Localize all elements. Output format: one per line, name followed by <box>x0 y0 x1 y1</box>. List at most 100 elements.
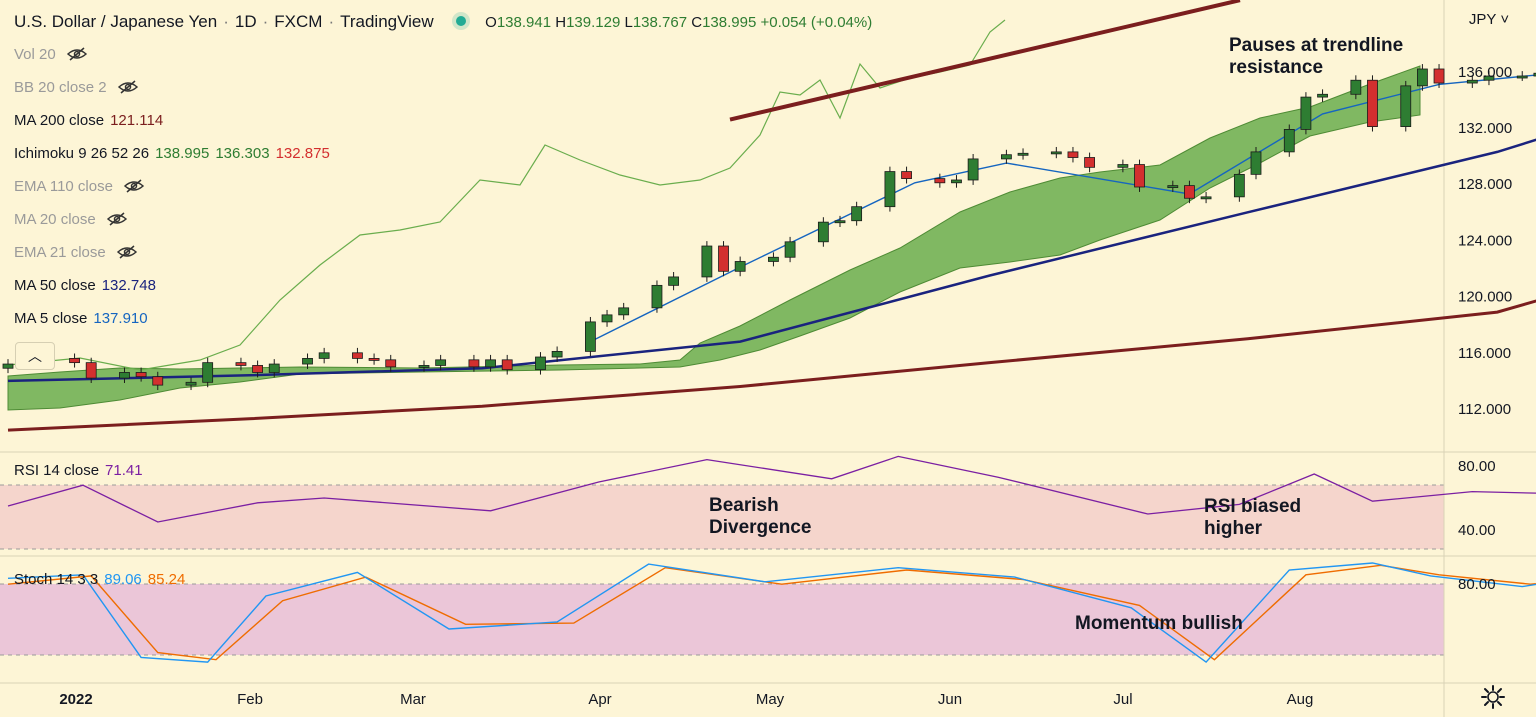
eye-hidden-icon[interactable] <box>117 80 139 94</box>
time-tick-label: Aug <box>1287 691 1314 708</box>
candle-body <box>1067 151 1079 158</box>
candle <box>651 280 663 313</box>
candle-body <box>1117 164 1129 168</box>
legend-bb-20-close-2[interactable]: BB 20 close 2 <box>14 79 139 96</box>
candle-body <box>1483 75 1495 81</box>
chikou-span-line <box>7 19 1006 371</box>
candle <box>1250 146 1262 180</box>
candle <box>1233 169 1245 202</box>
eye-hidden-icon[interactable] <box>116 245 138 259</box>
change-value: +0.054 (+0.04%) <box>760 14 873 31</box>
legend-ma-50-close[interactable]: MA 50 close 132.748 <box>14 277 156 294</box>
candle <box>668 272 679 291</box>
candle <box>784 236 796 263</box>
rsi-legend[interactable]: RSI 14 close 71.41 <box>14 462 143 479</box>
legend-value: 132.748 <box>101 277 156 294</box>
legend-vol-20[interactable]: Vol 20 <box>14 46 88 63</box>
candle <box>1350 75 1362 100</box>
candle <box>235 357 247 371</box>
legend-value: 132.875 <box>275 145 330 162</box>
stoch-legend[interactable]: Stoch 14 3 3 89.06 85.24 <box>14 571 186 588</box>
candle-body <box>268 363 280 373</box>
candle <box>318 347 330 364</box>
eye-hidden-icon[interactable] <box>123 179 145 193</box>
resistance-trendline <box>729 0 1241 122</box>
symbol-name[interactable]: U.S. Dollar / Japanese Yen <box>14 12 218 31</box>
candle <box>768 252 779 267</box>
annotation-momentum: Momentum bullish <box>1075 613 1243 634</box>
candle-body <box>69 358 80 364</box>
gear-icon[interactable] <box>1480 684 1506 710</box>
candle-body <box>1250 151 1262 175</box>
legend-ichimoku-9-26-52-26[interactable]: Ichimoku 9 26 52 26 138.995 136.303 132.875 <box>14 145 330 162</box>
eye-hidden-icon[interactable] <box>66 47 88 61</box>
candle-body <box>851 206 863 222</box>
legend-value: 121.114 <box>110 112 164 129</box>
legend-ema-110-close[interactable]: EMA 110 close <box>14 178 145 195</box>
candle-body <box>318 352 330 359</box>
legend-value: 136.303 <box>215 145 270 162</box>
candle <box>1134 159 1145 192</box>
legend-ema-21-close[interactable]: EMA 21 close <box>14 244 138 261</box>
legend-ma-5-close[interactable]: MA 5 close 137.910 <box>14 310 148 327</box>
high-value: 139.129 <box>566 14 621 31</box>
candle <box>1167 180 1179 192</box>
candle <box>1117 159 1129 173</box>
candle-body <box>1400 85 1412 127</box>
candle <box>817 217 829 247</box>
candle <box>1533 72 1536 77</box>
candle <box>1084 152 1095 173</box>
ohlc-readout: O138.941 H139.129 L138.767 C138.995 +0.0… <box>485 14 873 31</box>
collapse-legend-button[interactable]: ︿ <box>15 342 55 370</box>
stoch-tick-label: 80.00 <box>1458 576 1496 593</box>
candle <box>468 354 480 372</box>
rsi-line <box>7 455 1536 523</box>
legend-label: MA 50 close <box>14 277 96 294</box>
legend-label: MA 5 close <box>14 310 88 327</box>
candle-body <box>368 358 380 361</box>
legend-value: 137.910 <box>93 310 148 327</box>
candle-body <box>784 241 796 258</box>
time-tick-label: Feb <box>237 691 263 708</box>
candle-body <box>834 220 846 224</box>
rsi-tick-label: 40.00 <box>1458 522 1496 539</box>
candle <box>1067 146 1079 163</box>
candle <box>1317 89 1328 103</box>
legend-ma-20-close[interactable]: MA 20 close <box>14 211 128 228</box>
candle <box>1300 92 1312 135</box>
time-tick-label: Jul <box>1113 691 1132 708</box>
candle-body <box>1001 154 1012 160</box>
currency-selector[interactable]: JPY ˅ <box>1468 11 1510 28</box>
candle <box>901 166 912 184</box>
time-tick-label: Apr <box>588 691 611 708</box>
candle-body <box>1300 96 1312 130</box>
candle-body <box>618 307 630 316</box>
eye-hidden-icon[interactable] <box>106 212 128 226</box>
candle-body <box>352 352 363 359</box>
candle <box>951 175 962 188</box>
candle-body <box>901 171 912 179</box>
data-source: FXCM <box>274 12 323 31</box>
candle-body <box>1466 79 1478 84</box>
interval[interactable]: 1D <box>234 12 257 31</box>
candle-body <box>1167 185 1179 189</box>
candle <box>418 360 430 372</box>
candle <box>69 353 80 368</box>
candle-body <box>668 276 679 286</box>
candle <box>851 201 863 226</box>
open-value: 138.941 <box>496 14 552 31</box>
candle-body <box>252 365 264 373</box>
candle-body <box>1084 157 1095 168</box>
legend-label: EMA 21 close <box>14 244 106 261</box>
candle <box>934 173 946 188</box>
candle <box>601 309 613 327</box>
stoch-band <box>0 584 1444 655</box>
legend-label: Vol 20 <box>14 46 56 63</box>
ma-50-close-line <box>7 138 1536 383</box>
candle-body <box>817 221 829 243</box>
price-tick-label: 112.000 <box>1458 401 1511 418</box>
legend-ma-200-close[interactable]: MA 200 close 121.114 <box>14 112 163 129</box>
annotation-divergence: Bearish Divergence <box>709 495 812 538</box>
candle <box>1417 64 1428 91</box>
